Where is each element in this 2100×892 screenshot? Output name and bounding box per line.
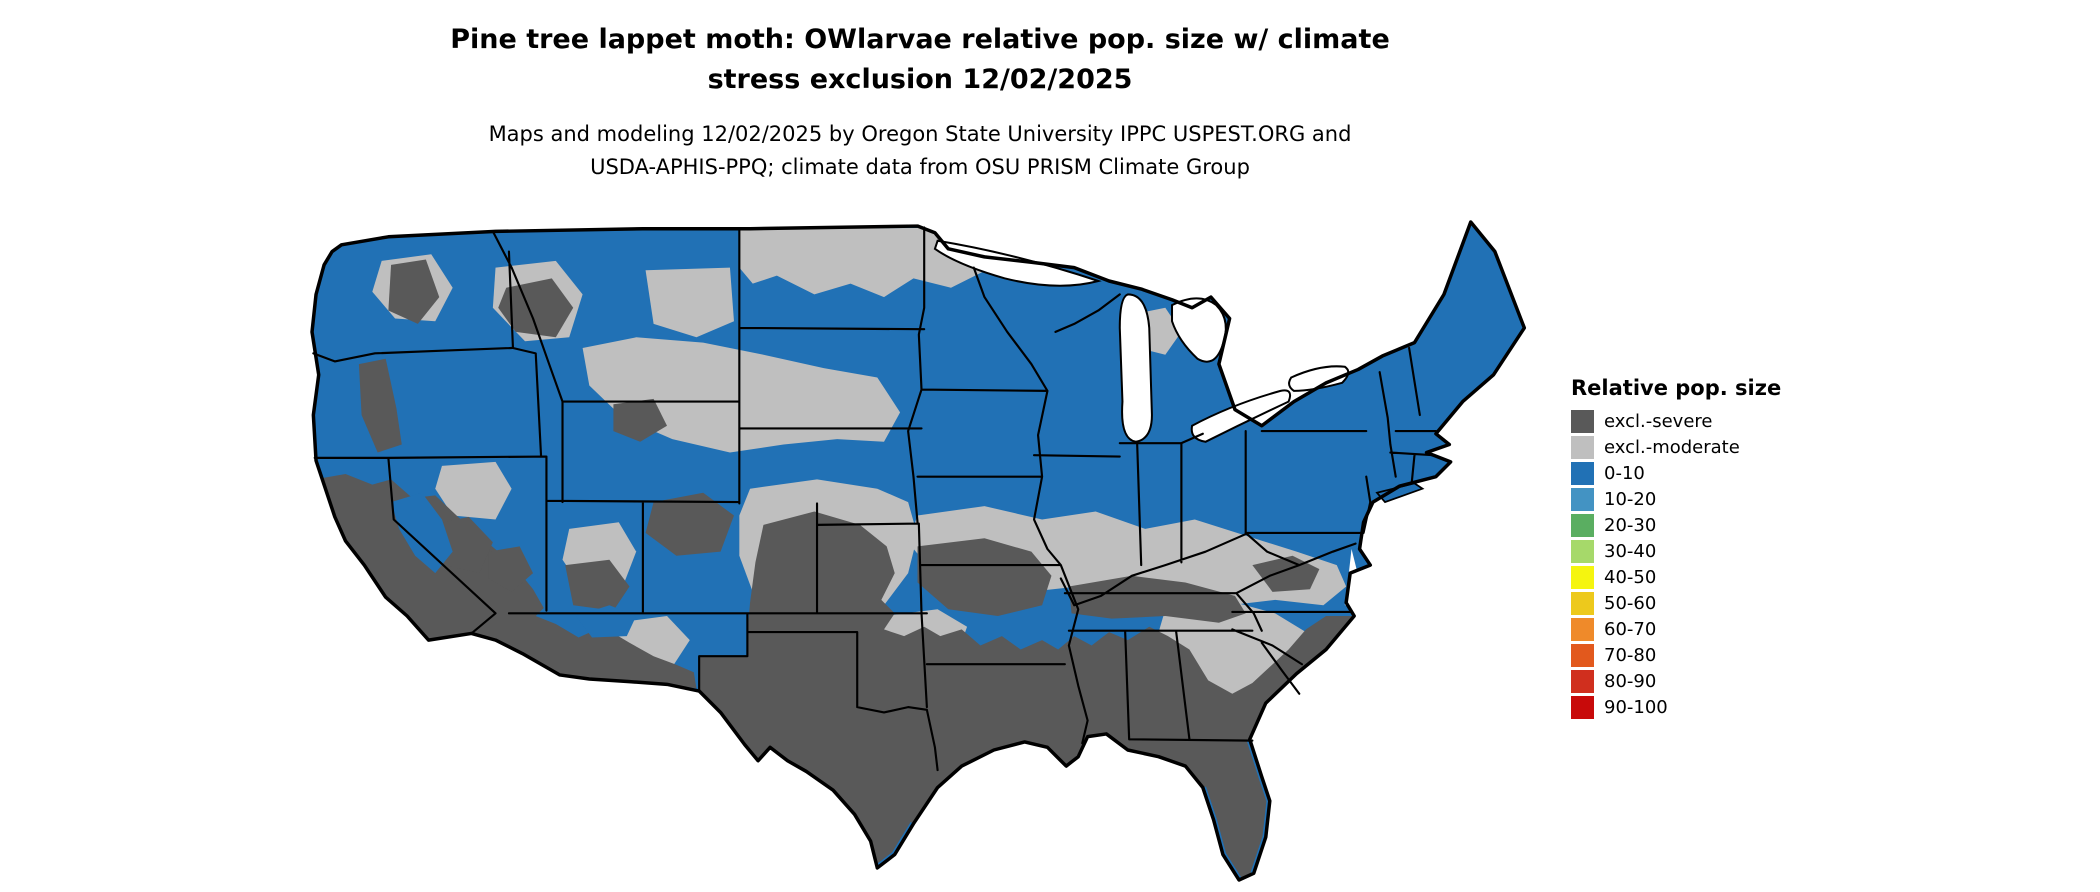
legend: Relative pop. size excl.-severe excl.-mo… <box>1571 376 1831 722</box>
us-map-svg <box>310 220 1527 882</box>
legend-swatch <box>1571 462 1594 485</box>
lake-erie <box>1190 389 1292 443</box>
legend-label: 60-70 <box>1604 619 1657 640</box>
legend-row: 70-80 <box>1571 644 1831 667</box>
map-subtitle: Maps and modeling 12/02/2025 by Oregon S… <box>300 118 1540 184</box>
legend-swatch <box>1571 644 1594 667</box>
map-subtitle-line2: USDA-APHIS-PPQ; climate data from OSU PR… <box>590 155 1250 179</box>
legend-row: 30-40 <box>1571 540 1831 563</box>
severe-south-mass <box>699 511 1355 880</box>
legend-label: excl.-severe <box>1604 411 1713 432</box>
legend-row: 90-100 <box>1571 696 1831 719</box>
lake-superior <box>933 239 1102 287</box>
moderate-ne-montana <box>645 267 734 338</box>
legend-row: 50-60 <box>1571 592 1831 615</box>
legend-swatch <box>1571 592 1594 615</box>
legend-swatch <box>1571 514 1594 537</box>
severe-idaho-montana <box>498 278 574 338</box>
legend-swatch <box>1571 566 1594 589</box>
legend-row: excl.-moderate <box>1571 436 1831 459</box>
us-map <box>308 214 1527 884</box>
legend-label: 30-40 <box>1604 541 1657 562</box>
lake-michigan <box>1118 293 1153 443</box>
legend-row: excl.-severe <box>1571 410 1831 433</box>
map-subtitle-line1: Maps and modeling 12/02/2025 by Oregon S… <box>488 122 1352 146</box>
legend-row: 20-30 <box>1571 514 1831 537</box>
legend-swatch <box>1571 618 1594 641</box>
legend-title: Relative pop. size <box>1571 376 1782 400</box>
severe-nevada-2 <box>488 546 534 592</box>
legend-items: excl.-severe excl.-moderate 0-10 10-20 2… <box>1571 410 1831 719</box>
severe-colorado-rockies <box>645 492 734 556</box>
legend-row: 10-20 <box>1571 488 1831 511</box>
severe-washington-cascades <box>388 259 440 324</box>
legend-label: 40-50 <box>1604 567 1657 588</box>
legend-label: excl.-moderate <box>1604 437 1740 458</box>
legend-label: 80-90 <box>1604 671 1657 692</box>
legend-label: 90-100 <box>1604 697 1668 718</box>
map-title: Pine tree lappet moth: OWlarvae relative… <box>300 20 1540 100</box>
map-title-line2: stress exclusion 12/02/2025 <box>707 64 1133 95</box>
lake-ontario <box>1288 365 1350 392</box>
severe-wyoming <box>613 398 668 442</box>
map-title-line1: Pine tree lappet moth: OWlarvae relative… <box>450 24 1390 55</box>
moderate-north-nevada <box>435 461 512 520</box>
legend-label: 70-80 <box>1604 645 1657 666</box>
severe-oregon-cascades <box>358 358 402 453</box>
severe-ozarks <box>917 538 1052 616</box>
map-raster-layers <box>312 222 1525 880</box>
state-borders <box>312 226 1437 772</box>
legend-label: 50-60 <box>1604 593 1657 614</box>
legend-label: 10-20 <box>1604 489 1657 510</box>
legend-swatch <box>1571 488 1594 511</box>
legend-swatch <box>1571 696 1594 719</box>
low-sierra <box>391 492 453 574</box>
legend-label: 0-10 <box>1604 463 1645 484</box>
legend-row: 0-10 <box>1571 462 1831 485</box>
legend-row: 60-70 <box>1571 618 1831 641</box>
legend-swatch <box>1571 670 1594 693</box>
legend-swatch <box>1571 410 1594 433</box>
legend-row: 40-50 <box>1571 566 1831 589</box>
severe-south-utah <box>565 559 630 611</box>
legend-label: 20-30 <box>1604 515 1657 536</box>
legend-swatch <box>1571 436 1594 459</box>
legend-row: 80-90 <box>1571 670 1831 693</box>
legend-swatch <box>1571 540 1594 563</box>
us-outline <box>310 220 1527 882</box>
